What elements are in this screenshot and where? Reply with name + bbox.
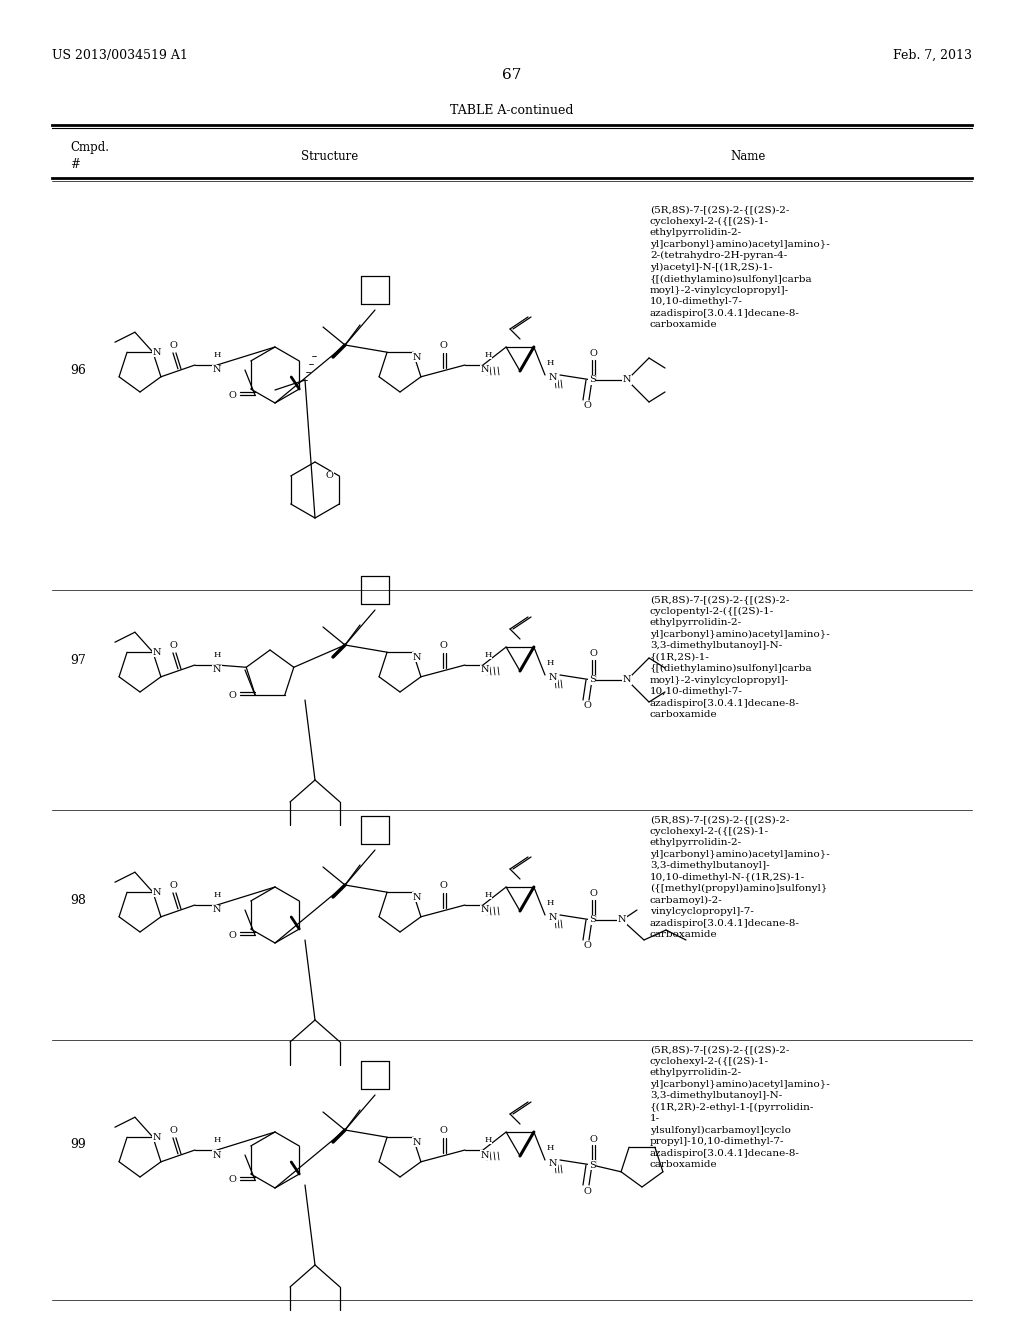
Text: O: O — [589, 649, 597, 659]
Text: O: O — [169, 342, 177, 350]
Text: O: O — [589, 350, 597, 359]
Text: O: O — [228, 931, 236, 940]
Text: N: N — [480, 665, 489, 675]
Text: H: H — [547, 1144, 554, 1152]
Text: Structure: Structure — [301, 150, 358, 164]
Text: N: N — [213, 1151, 221, 1159]
Text: O: O — [169, 642, 177, 651]
Text: N: N — [549, 673, 557, 682]
Text: (5R,8S)-7-[(2S)-2-{[(2S)-2-
cyclopentyl-2-({[(2S)-1-
ethylpyrrolidin-2-
yl]carbo: (5R,8S)-7-[(2S)-2-{[(2S)-2- cyclopentyl-… — [650, 595, 829, 719]
Text: O: O — [439, 882, 446, 891]
Text: N: N — [480, 906, 489, 915]
Text: S: S — [589, 676, 595, 685]
Text: S: S — [589, 1160, 595, 1170]
Text: O: O — [439, 642, 446, 651]
Text: (5R,8S)-7-[(2S)-2-{[(2S)-2-
cyclohexyl-2-({[(2S)-1-
ethylpyrrolidin-2-
yl]carbon: (5R,8S)-7-[(2S)-2-{[(2S)-2- cyclohexyl-2… — [650, 205, 829, 330]
Text: O: O — [228, 690, 236, 700]
Text: O: O — [326, 471, 333, 480]
Text: H: H — [213, 651, 221, 659]
Text: N: N — [213, 366, 221, 375]
Text: N: N — [413, 1138, 421, 1147]
Text: H: H — [484, 1137, 492, 1144]
Text: O: O — [439, 1126, 446, 1135]
Text: US 2013/0034519 A1: US 2013/0034519 A1 — [52, 49, 187, 62]
Text: (5R,8S)-7-[(2S)-2-{[(2S)-2-
cyclohexyl-2-({[(2S)-1-
ethylpyrrolidin-2-
yl]carbon: (5R,8S)-7-[(2S)-2-{[(2S)-2- cyclohexyl-2… — [650, 1045, 829, 1170]
Text: S: S — [589, 916, 595, 924]
Text: Name: Name — [730, 150, 765, 164]
Text: (5R,8S)-7-[(2S)-2-{[(2S)-2-
cyclohexyl-2-({[(2S)-1-
ethylpyrrolidin-2-
yl]carbon: (5R,8S)-7-[(2S)-2-{[(2S)-2- cyclohexyl-2… — [650, 814, 829, 940]
Text: O: O — [583, 941, 591, 950]
Text: O: O — [589, 890, 597, 899]
Text: H: H — [213, 891, 221, 899]
Text: O: O — [169, 1126, 177, 1135]
Text: H: H — [484, 351, 492, 359]
Text: S: S — [589, 375, 595, 384]
Text: N: N — [153, 888, 161, 896]
Text: O: O — [169, 882, 177, 891]
Text: N: N — [623, 676, 631, 685]
Text: N: N — [153, 648, 161, 657]
Text: O: O — [589, 1134, 597, 1143]
Text: Feb. 7, 2013: Feb. 7, 2013 — [893, 49, 972, 62]
Text: N: N — [153, 1133, 161, 1142]
Text: O: O — [228, 1176, 236, 1184]
Text: N: N — [213, 665, 221, 675]
Text: Cmpd.: Cmpd. — [70, 141, 109, 154]
Text: N: N — [480, 366, 489, 375]
Text: N: N — [617, 916, 627, 924]
Text: 97: 97 — [70, 653, 86, 667]
Text: 67: 67 — [503, 69, 521, 82]
Text: O: O — [583, 701, 591, 710]
Text: N: N — [623, 375, 631, 384]
Text: N: N — [480, 1151, 489, 1159]
Text: H: H — [547, 899, 554, 907]
Text: O: O — [583, 1187, 591, 1196]
Text: O: O — [439, 342, 446, 350]
Text: 98: 98 — [70, 894, 86, 907]
Text: O: O — [583, 401, 591, 411]
Text: N: N — [153, 347, 161, 356]
Text: 99: 99 — [70, 1138, 86, 1151]
Text: N: N — [549, 1159, 557, 1167]
Text: N: N — [549, 374, 557, 383]
Text: H: H — [547, 659, 554, 667]
Text: N: N — [213, 906, 221, 915]
Text: N: N — [413, 352, 421, 362]
Text: H: H — [484, 651, 492, 659]
Text: H: H — [213, 351, 221, 359]
Text: #: # — [70, 158, 80, 172]
Text: N: N — [413, 892, 421, 902]
Text: H: H — [213, 1137, 221, 1144]
Text: TABLE A-continued: TABLE A-continued — [451, 103, 573, 116]
Text: O: O — [228, 391, 236, 400]
Text: H: H — [484, 891, 492, 899]
Text: H: H — [547, 359, 554, 367]
Text: 96: 96 — [70, 363, 86, 376]
Text: N: N — [549, 913, 557, 923]
Text: N: N — [413, 652, 421, 661]
